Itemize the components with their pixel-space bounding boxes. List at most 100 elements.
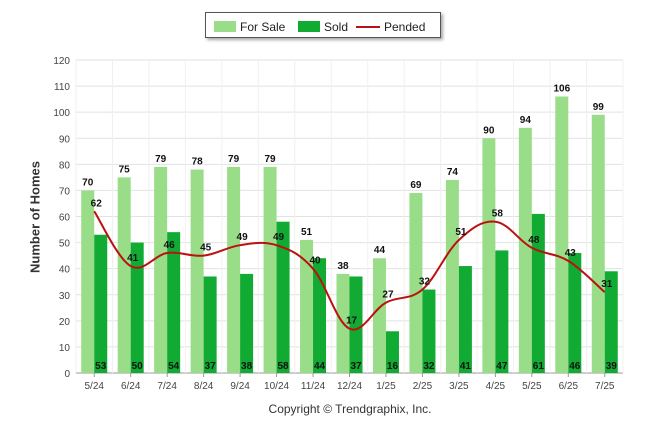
x-tick-label: 1/25 xyxy=(376,381,396,392)
data-label-sold: 41 xyxy=(460,361,472,372)
x-tick-label: 3/25 xyxy=(449,381,469,392)
data-label-for-sale: 38 xyxy=(337,261,349,272)
data-label-pended: 45 xyxy=(200,243,212,254)
x-tick-label: 7/25 xyxy=(595,381,615,392)
data-label-for-sale: 79 xyxy=(155,154,167,165)
x-tick-label: 6/25 xyxy=(559,381,579,392)
legend-item-pended[interactable]: Pended xyxy=(356,18,425,34)
x-tick-label: 5/25 xyxy=(522,381,542,392)
y-tick-label: 120 xyxy=(53,56,70,67)
y-tick-label: 10 xyxy=(59,343,71,354)
x-tick-label: 10/24 xyxy=(264,381,289,392)
bar-sold xyxy=(349,276,363,373)
bar-sold xyxy=(495,250,509,373)
x-tick-label: 12/24 xyxy=(337,381,362,392)
data-label-for-sale: 44 xyxy=(374,245,386,256)
data-label-sold: 46 xyxy=(569,361,581,372)
y-tick-label: 30 xyxy=(59,291,71,302)
data-label-pended: 58 xyxy=(492,209,504,220)
legend-item-for-sale[interactable]: For Sale xyxy=(214,18,285,34)
data-label-sold: 32 xyxy=(423,361,435,372)
data-label-sold: 37 xyxy=(205,361,217,372)
bar-sold xyxy=(94,234,108,373)
sold-swatch-icon xyxy=(298,21,320,33)
y-tick-label: 40 xyxy=(59,265,71,276)
data-label-pended: 62 xyxy=(91,198,103,209)
data-label-for-sale: 69 xyxy=(410,180,422,191)
y-tick-label: 90 xyxy=(59,134,71,145)
data-label-for-sale: 75 xyxy=(119,164,131,175)
data-label-pended: 49 xyxy=(237,232,249,243)
bar-for-sale xyxy=(227,166,241,373)
bar-sold xyxy=(604,271,618,373)
for-sale-swatch-icon xyxy=(214,21,236,33)
data-label-sold: 39 xyxy=(606,361,618,372)
legend-label-pended: Pended xyxy=(384,19,426,34)
bar-sold xyxy=(531,213,545,373)
bar-sold xyxy=(422,289,436,373)
x-tick-label: 11/24 xyxy=(301,381,326,392)
y-tick-label: 70 xyxy=(59,186,71,197)
bar-sold xyxy=(458,266,472,373)
bar-sold xyxy=(167,232,181,373)
data-label-for-sale: 106 xyxy=(553,84,570,95)
bar-sold xyxy=(568,253,582,373)
data-label-for-sale: 51 xyxy=(301,227,313,238)
y-tick-label: 20 xyxy=(59,317,71,328)
data-label-sold: 53 xyxy=(95,361,107,372)
data-label-for-sale: 94 xyxy=(520,115,532,126)
bar-sold xyxy=(276,221,290,373)
pended-swatch-icon xyxy=(356,25,380,28)
data-label-pended: 48 xyxy=(528,235,540,246)
bar-for-sale xyxy=(154,166,168,373)
y-tick-label: 100 xyxy=(53,108,70,119)
legend-label-sold: Sold xyxy=(324,19,349,34)
copyright-text: Copyright © Trendgraphix, Inc. xyxy=(268,402,432,416)
legend-label-for-sale: For Sale xyxy=(240,19,286,34)
legend-item-sold[interactable]: Sold xyxy=(298,18,348,34)
bar-for-sale xyxy=(263,166,277,373)
data-label-pended: 51 xyxy=(455,227,467,238)
x-tick-label: 7/24 xyxy=(157,381,177,392)
y-tick-label: 110 xyxy=(54,82,70,93)
data-label-sold: 38 xyxy=(241,361,253,372)
data-label-for-sale: 74 xyxy=(447,167,459,178)
y-tick-label: 60 xyxy=(59,213,71,224)
bar-sold xyxy=(240,273,254,373)
bar-sold xyxy=(385,331,399,373)
bar-for-sale xyxy=(81,190,95,373)
data-label-pended: 43 xyxy=(565,248,577,259)
x-tick-label: 6/24 xyxy=(121,381,141,392)
bar-for-sale xyxy=(555,96,569,374)
data-label-pended: 49 xyxy=(273,232,285,243)
x-tick-label: 2/25 xyxy=(413,381,433,392)
bar-for-sale xyxy=(482,138,496,373)
x-tick-label: 5/24 xyxy=(84,381,104,392)
data-label-pended: 31 xyxy=(601,279,613,290)
x-tick-label: 9/24 xyxy=(230,381,250,392)
x-tick-label: 8/24 xyxy=(194,381,214,392)
data-label-sold: 44 xyxy=(314,361,326,372)
bar-for-sale xyxy=(300,239,314,373)
data-label-for-sale: 78 xyxy=(192,157,204,168)
bar-for-sale xyxy=(591,114,605,374)
data-label-pended: 27 xyxy=(382,290,394,301)
data-label-pended: 17 xyxy=(346,316,358,327)
bar-for-sale xyxy=(372,258,386,373)
data-label-for-sale: 99 xyxy=(593,102,605,113)
bar-for-sale xyxy=(518,127,532,373)
data-label-pended: 41 xyxy=(127,253,139,264)
y-tick-label: 50 xyxy=(59,239,71,250)
bar-sold xyxy=(130,242,144,373)
bar-for-sale xyxy=(445,179,459,373)
data-label-sold: 37 xyxy=(350,361,362,372)
data-label-sold: 54 xyxy=(168,361,180,372)
pended-line xyxy=(93,210,606,331)
bar-sold xyxy=(313,258,327,373)
data-label-for-sale: 79 xyxy=(265,154,277,165)
data-label-pended: 40 xyxy=(309,256,321,267)
data-label-pended: 46 xyxy=(164,240,176,251)
data-label-pended: 32 xyxy=(419,277,431,288)
legend: For Sale Sold Pended xyxy=(205,12,441,38)
bar-sold xyxy=(203,276,217,373)
